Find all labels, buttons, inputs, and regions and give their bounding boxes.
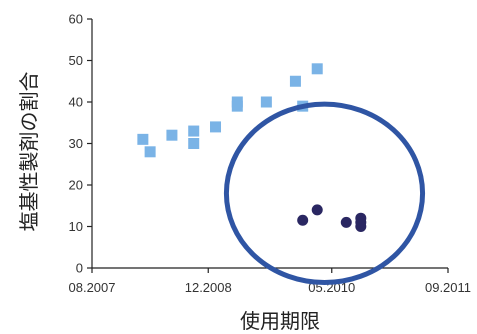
x-ticks: 08.2007 12.2008 05.2010 09.2011 [69,268,471,295]
square-point [166,129,178,141]
circle-point [355,212,367,224]
y-tick-label: 50 [69,53,83,68]
circle-point [311,204,323,216]
square-point [289,75,301,87]
y-tick-label: 40 [69,95,83,110]
y-axis-title: 塩基性製剤の割合 [17,72,41,232]
y-tick-label: 20 [69,178,83,193]
highlight-ellipse [223,101,426,286]
annotations [223,101,426,286]
y-ticks: 0 10 20 30 40 50 60 [69,12,92,276]
square-point [137,133,149,145]
y-tick-label: 10 [69,219,83,234]
y-tick-label: 30 [69,136,83,151]
x-tick-label: 08.2007 [69,280,116,295]
x-tick-label: 09.2011 [425,280,471,295]
square-point [311,63,323,75]
circle-point [340,216,352,228]
square-point [210,121,222,133]
square-point [188,125,200,137]
square-point [188,138,200,149]
y-tick-label: 0 [76,261,83,276]
square-point [231,96,243,108]
square-point [260,96,272,108]
data-points [137,63,367,232]
x-axis-title: 使用期限 [240,309,320,333]
x-tick-label: 12.2008 [185,280,232,295]
square-point [144,146,156,158]
circle-point [297,214,309,226]
y-tick-label: 60 [69,12,83,27]
